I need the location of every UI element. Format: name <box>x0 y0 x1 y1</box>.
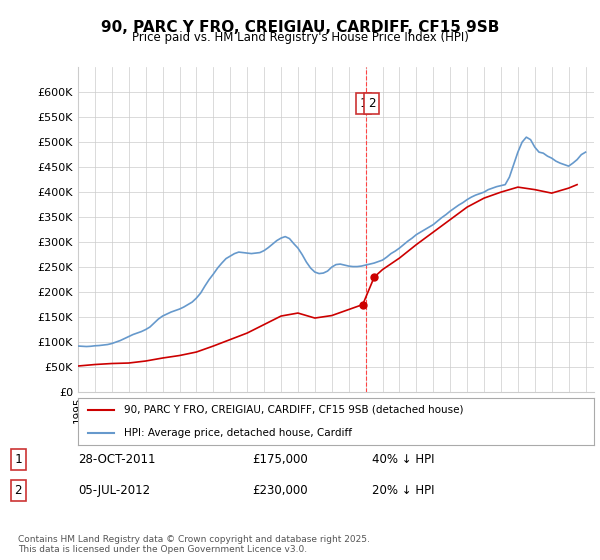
Text: HPI: Average price, detached house, Cardiff: HPI: Average price, detached house, Card… <box>124 428 352 438</box>
Text: 05-JUL-2012: 05-JUL-2012 <box>78 484 150 497</box>
Text: Contains HM Land Registry data © Crown copyright and database right 2025.
This d: Contains HM Land Registry data © Crown c… <box>18 535 370 554</box>
Text: 90, PARC Y FRO, CREIGIAU, CARDIFF, CF15 9SB (detached house): 90, PARC Y FRO, CREIGIAU, CARDIFF, CF15 … <box>124 404 464 414</box>
Text: 1: 1 <box>14 453 22 466</box>
Text: £230,000: £230,000 <box>252 484 308 497</box>
Text: £175,000: £175,000 <box>252 453 308 466</box>
Text: 20% ↓ HPI: 20% ↓ HPI <box>372 484 434 497</box>
Text: 2: 2 <box>368 97 375 110</box>
Text: 28-OCT-2011: 28-OCT-2011 <box>78 453 155 466</box>
Text: 1: 1 <box>359 97 367 110</box>
Text: Price paid vs. HM Land Registry's House Price Index (HPI): Price paid vs. HM Land Registry's House … <box>131 31 469 44</box>
Text: 40% ↓ HPI: 40% ↓ HPI <box>372 453 434 466</box>
Text: 2: 2 <box>14 484 22 497</box>
Text: 90, PARC Y FRO, CREIGIAU, CARDIFF, CF15 9SB: 90, PARC Y FRO, CREIGIAU, CARDIFF, CF15 … <box>101 20 499 35</box>
